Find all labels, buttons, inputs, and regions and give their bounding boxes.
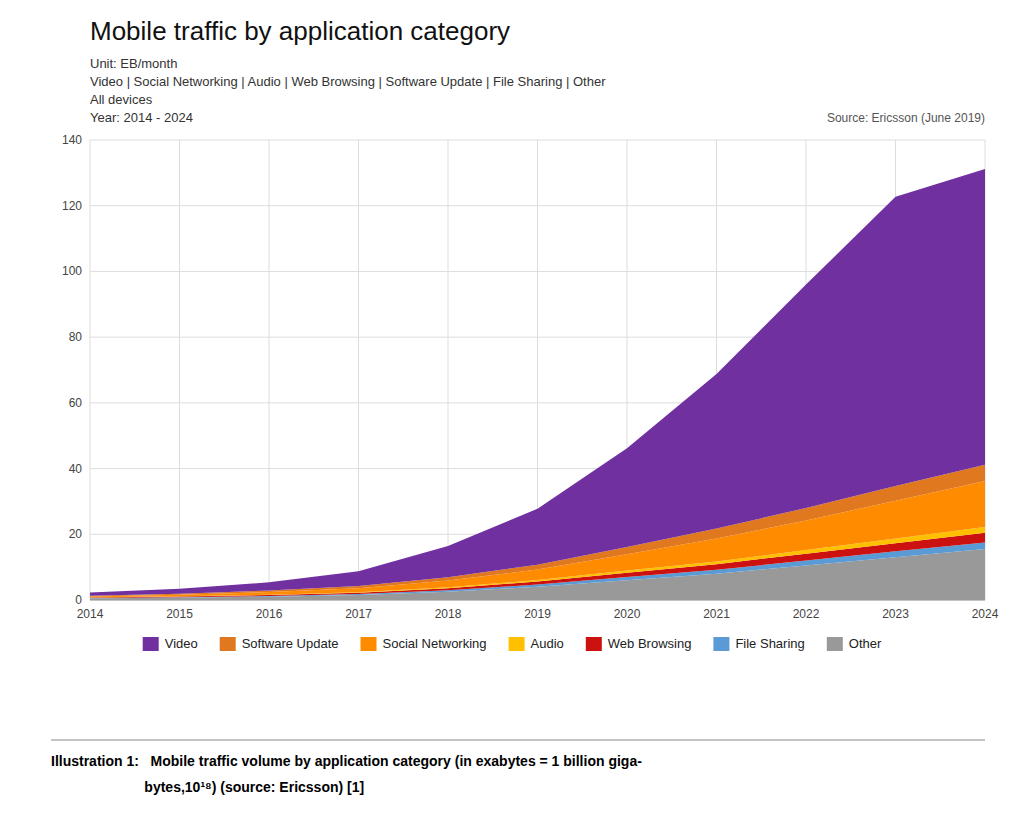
x-grid-line <box>448 140 449 600</box>
legend-label: Software Update <box>242 636 339 651</box>
area <box>90 169 985 596</box>
x-tick-label: 2019 <box>524 607 551 621</box>
legend-label: File Sharing <box>735 636 804 651</box>
legend-swatch <box>220 637 236 651</box>
legend-swatch <box>143 637 159 651</box>
y-tick-label: 80 <box>69 330 83 344</box>
legend-item: Software Update <box>220 636 339 651</box>
legend-swatch <box>713 637 729 651</box>
x-tick-label: 2023 <box>882 607 909 621</box>
legend-label: Audio <box>531 636 564 651</box>
subtitle: Unit: EB/month <box>90 56 177 71</box>
legend-item: Social Networking <box>361 636 487 651</box>
legend-item: Other <box>827 636 882 651</box>
y-tick-label: 0 <box>75 593 82 607</box>
subtitle: Video | Social Networking | Audio | Web … <box>90 74 606 89</box>
y-tick-label: 60 <box>69 396 83 410</box>
legend-label: Web Browsing <box>608 636 692 651</box>
caption: bytes,10¹⁸) (source: Ericsson) [1] <box>51 779 364 795</box>
subtitle: All devices <box>90 92 153 107</box>
x-grid-line <box>179 140 180 600</box>
source: Source: Ericsson (June 2019) <box>827 111 985 125</box>
legend-swatch <box>361 637 377 651</box>
x-axis <box>90 600 985 601</box>
legend-item: Audio <box>509 636 564 651</box>
legend-swatch <box>586 637 602 651</box>
areas <box>90 169 985 600</box>
legend-item: Video <box>143 636 198 651</box>
x-grid-line <box>358 140 359 600</box>
x-tick-label: 2018 <box>435 607 462 621</box>
chart: Mobile traffic by application category Un… <box>0 0 1024 836</box>
x-tick-label: 2015 <box>166 607 193 621</box>
legend-label: Video <box>165 636 198 651</box>
x-tick-label: 2017 <box>345 607 372 621</box>
x-tick-label: 2016 <box>256 607 283 621</box>
y-tick-label: 20 <box>69 527 83 541</box>
x-grid-line <box>90 140 91 600</box>
y-tick-label: 140 <box>62 133 82 147</box>
x-tick-label: 2014 <box>77 607 104 621</box>
y-tick-label: 40 <box>69 462 83 476</box>
subtitle: Year: 2014 - 2024 <box>90 110 193 125</box>
y-tick-label: 100 <box>62 264 82 278</box>
y-tick-label: 120 <box>62 199 82 213</box>
legend-label: Social Networking <box>383 636 487 651</box>
y-grid-line <box>90 600 985 601</box>
legend-swatch <box>827 637 843 651</box>
legend: Video Software Update Social Networking Aud… <box>143 636 882 651</box>
caption: Illustration 1: Mobile traffic volume by… <box>51 753 642 769</box>
x-grid-line <box>269 140 270 600</box>
x-tick-label: 2020 <box>614 607 641 621</box>
legend-label: Other <box>849 636 882 651</box>
x-tick-label: 2024 <box>972 607 999 621</box>
x-tick-label: 2022 <box>793 607 820 621</box>
legend-item: Web Browsing <box>586 636 692 651</box>
caption-rule <box>51 740 985 741</box>
legend-item: File Sharing <box>713 636 804 651</box>
grid <box>90 140 985 600</box>
background <box>0 0 1024 836</box>
title: Mobile traffic by application category <box>90 16 510 46</box>
legend-swatch <box>509 637 525 651</box>
x-tick-label: 2021 <box>703 607 730 621</box>
